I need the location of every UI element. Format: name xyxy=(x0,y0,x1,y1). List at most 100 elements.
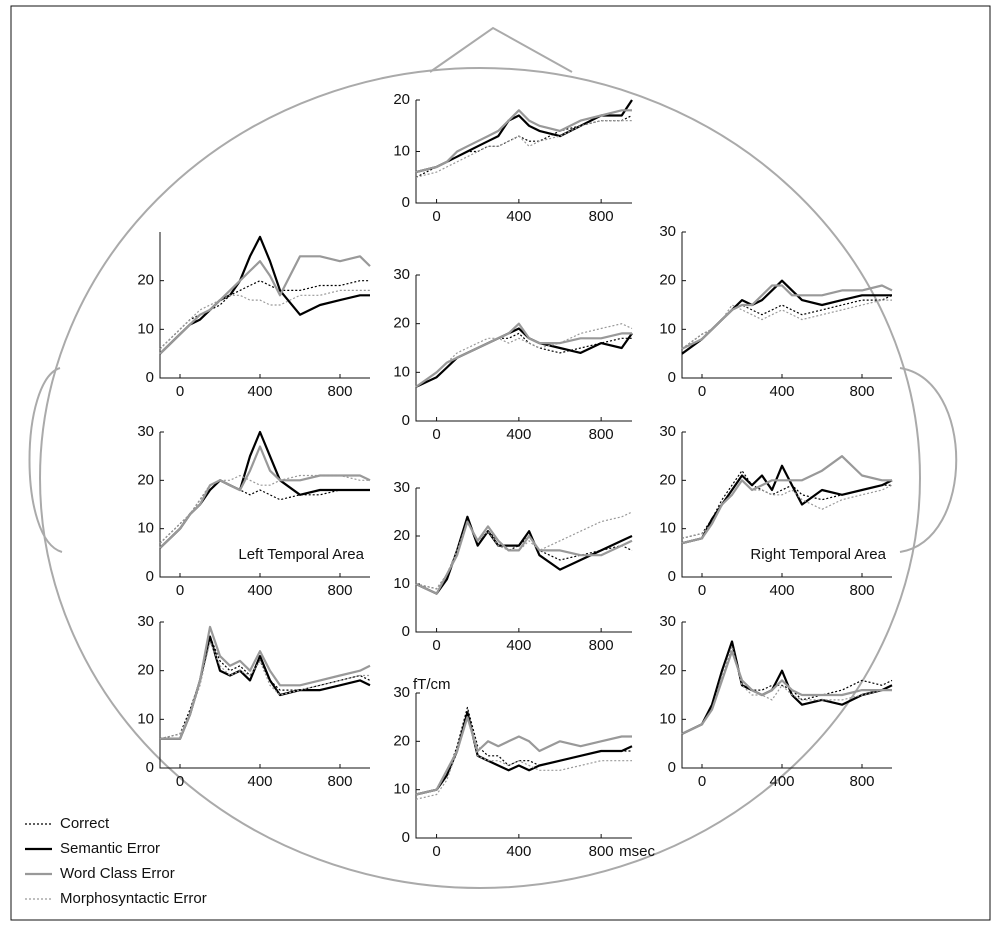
y-tick-label: 10 xyxy=(393,363,410,380)
y-tick-label: 0 xyxy=(402,623,410,640)
series-line xyxy=(160,290,370,348)
x-tick-label: 400 xyxy=(506,637,531,654)
axes xyxy=(160,622,370,768)
x-tick-label: 400 xyxy=(247,582,272,599)
series-line xyxy=(160,637,370,739)
y-tick-label: 0 xyxy=(146,759,154,776)
x-tick-label: 800 xyxy=(589,208,614,225)
y-tick-label: 20 xyxy=(137,272,154,289)
series-line xyxy=(160,476,370,544)
y-tick-label: 10 xyxy=(137,320,154,337)
y-tick-label: 30 xyxy=(659,423,676,440)
y-tick-label: 10 xyxy=(659,520,676,537)
y-tick-label: 0 xyxy=(146,369,154,386)
y-tick-label: 0 xyxy=(146,568,154,585)
frame xyxy=(11,6,990,920)
series-line xyxy=(160,637,370,739)
y-tick-label: 10 xyxy=(659,710,676,727)
x-tick-label: 800 xyxy=(849,582,874,599)
axes xyxy=(416,275,632,421)
x-tick-label: 400 xyxy=(769,383,794,400)
series-line xyxy=(682,456,892,543)
legend-label: Semantic Error xyxy=(60,840,160,857)
x-tick-label: 0 xyxy=(176,773,184,790)
series-line xyxy=(682,651,892,734)
figure: 0 10 20 0 400 800 0 10 20 0 400 800 0 10 20 30 0 400 800 0 1… xyxy=(0,0,992,927)
series-line xyxy=(160,642,370,739)
x-tick-label: 400 xyxy=(769,582,794,599)
panel: 01020300400800 xyxy=(393,479,632,654)
y-tick-label: 20 xyxy=(393,527,410,544)
y-tick-label: 30 xyxy=(137,613,154,630)
series-line xyxy=(416,717,632,794)
x-tick-label: 400 xyxy=(247,383,272,400)
y-tick-label: 20 xyxy=(137,662,154,679)
y-tick-label: 30 xyxy=(393,479,410,496)
x-tick-label: 800 xyxy=(327,773,352,790)
y-tick-label: 0 xyxy=(402,412,410,429)
x-tick-label: 800 xyxy=(589,843,614,860)
x-tick-label: 0 xyxy=(176,383,184,400)
x-tick-label: 800 xyxy=(849,773,874,790)
series-line xyxy=(682,642,892,734)
series-line xyxy=(416,717,632,799)
x-tick-label: 400 xyxy=(247,773,272,790)
x-tick-label: 0 xyxy=(698,773,706,790)
series-line xyxy=(416,712,632,794)
y-tick-label: 20 xyxy=(393,91,410,108)
left-ear xyxy=(30,368,63,552)
axes xyxy=(416,488,632,632)
head-outline xyxy=(30,28,957,888)
annotation: Right Temporal Area xyxy=(750,546,886,563)
series-line xyxy=(160,237,370,354)
x-tick-label: 0 xyxy=(698,582,706,599)
annotation: Left Temporal Area xyxy=(238,546,364,563)
x-tick-label: 0 xyxy=(432,637,440,654)
y-tick-label: 0 xyxy=(402,194,410,211)
y-tick-label: 20 xyxy=(659,662,676,679)
y-tick-label: 10 xyxy=(659,320,676,337)
right-ear xyxy=(900,368,956,552)
y-tick-label: 10 xyxy=(393,781,410,798)
x-tick-label: 0 xyxy=(432,208,440,225)
x-axis-label: msec xyxy=(619,843,655,860)
y-tick-label: 20 xyxy=(393,732,410,749)
x-tick-label: 800 xyxy=(589,426,614,443)
y-tick-label: 30 xyxy=(659,613,676,630)
y-tick-label: 20 xyxy=(137,471,154,488)
y-tick-label: 0 xyxy=(668,759,676,776)
x-tick-label: 0 xyxy=(432,843,440,860)
y-tick-label: 20 xyxy=(393,315,410,332)
series-line xyxy=(160,256,370,353)
x-tick-label: 0 xyxy=(698,383,706,400)
y-tick-label: 10 xyxy=(137,710,154,727)
nose xyxy=(430,28,572,72)
series-line xyxy=(416,333,632,387)
y-tick-label: 10 xyxy=(393,142,410,159)
x-tick-label: 800 xyxy=(327,582,352,599)
legend-label: Morphosyntactic Error xyxy=(60,890,207,907)
x-tick-label: 800 xyxy=(589,637,614,654)
y-tick-label: 0 xyxy=(402,829,410,846)
series-line xyxy=(416,121,632,178)
y-tick-label: 30 xyxy=(137,423,154,440)
y-tick-label: 0 xyxy=(668,369,676,386)
y-tick-label: 20 xyxy=(659,471,676,488)
y-axis-label: fT/cm xyxy=(413,676,451,693)
y-tick-label: 0 xyxy=(668,568,676,585)
x-tick-label: 400 xyxy=(506,426,531,443)
panel: 0 10 20 30 0 400 800 Right Temporal Area xyxy=(659,423,892,599)
y-tick-label: 30 xyxy=(659,223,676,240)
panel: 0 10 20 30 0 400 800 xyxy=(137,613,370,790)
legend-label: Correct xyxy=(60,815,110,832)
series-line xyxy=(160,281,370,349)
y-tick-label: 20 xyxy=(659,272,676,289)
axes xyxy=(160,232,370,378)
x-tick-label: 0 xyxy=(432,426,440,443)
